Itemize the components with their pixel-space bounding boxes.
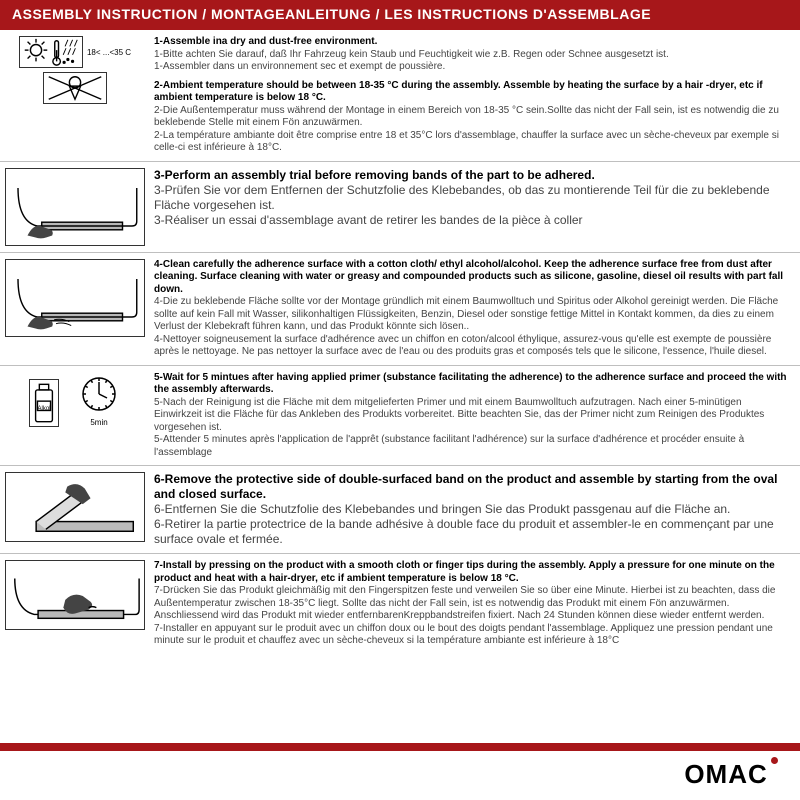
step-heading: 3-Perform an assembly trial before remov… — [154, 168, 790, 183]
bottle-inner-label: Alkol — [30, 406, 58, 412]
step-line: 7-Drücken Sie das Produkt gleichmäßig mi… — [154, 585, 790, 623]
instruction-row: 4-Clean carefully the adherence surface … — [0, 253, 800, 366]
step-heading: 6-Remove the protective side of double-s… — [154, 472, 790, 502]
step-heading: 5-Wait for 5 mintues after having applie… — [154, 372, 790, 397]
instruction-text: 1-Assemble ina dry and dust-free environ… — [150, 30, 800, 161]
sun-thermometer-rain-icon — [19, 36, 83, 68]
illustration-column: Alkol 5min — [0, 366, 150, 466]
step-heading: 2-Ambient temperature should be between … — [154, 80, 790, 105]
clock-label: 5min — [90, 418, 107, 427]
instruction-row: 6-Remove the protective side of double-s… — [0, 466, 800, 554]
step-line: 1-Bitte achten Sie darauf, daß Ihr Fahrz… — [154, 49, 790, 62]
step-block: 7-Install by pressing on the product wit… — [154, 560, 790, 648]
step-line: 4-Die zu beklebende Fläche sollte vor de… — [154, 296, 790, 334]
instruction-rows: 18< ...<35 C 1-Assemble ina dry and dust-… — [0, 30, 800, 654]
step-line: 1-Assembler dans un environnement sec et… — [154, 61, 790, 74]
instruction-text: 3-Perform an assembly trial before remov… — [150, 162, 800, 252]
step-line: 5-Attender 5 minutes après l'application… — [154, 434, 790, 459]
instruction-text: 7-Install by pressing on the product wit… — [150, 554, 800, 654]
instruction-row: 7-Install by pressing on the product wit… — [0, 554, 800, 654]
illustration-column — [0, 162, 150, 252]
peel-tape-icon — [5, 472, 145, 542]
step-heading: 4-Clean carefully the adherence surface … — [154, 259, 790, 297]
press-install-icon — [5, 560, 145, 630]
illustration-column — [0, 253, 150, 365]
illustration-column — [0, 554, 150, 654]
step-block: 1-Assemble ina dry and dust-free environ… — [154, 36, 790, 74]
brand-text: OMAC — [684, 759, 767, 789]
step-block: 6-Remove the protective side of double-s… — [154, 472, 790, 547]
clean-surface-icon — [5, 259, 145, 337]
footer: OMAC — [0, 743, 800, 800]
header-bar: ASSEMBLY INSTRUCTION / MONTAGEANLEITUNG … — [0, 0, 800, 30]
temp-range-label: 18< ...<35 C — [87, 48, 131, 57]
trial-fit-icon — [5, 168, 145, 246]
step-block: 5-Wait for 5 mintues after having applie… — [154, 372, 790, 460]
step-line: 3-Prüfen Sie vor dem Entfernen der Schut… — [154, 183, 790, 213]
instruction-text: 5-Wait for 5 mintues after having applie… — [150, 366, 800, 466]
step-block: 2-Ambient temperature should be between … — [154, 80, 790, 155]
step-line: 2-Die Außentemperatur muss während der M… — [154, 105, 790, 130]
wait-clock-icon — [77, 372, 121, 416]
step-heading: 1-Assemble ina dry and dust-free environ… — [154, 36, 790, 49]
instruction-row: 18< ...<35 C 1-Assemble ina dry and dust-… — [0, 30, 800, 162]
step-line: 7-Installer en appuyant sur le produit a… — [154, 623, 790, 648]
instruction-row: Alkol 5min 5-Wait for 5 mintues after havi… — [0, 366, 800, 467]
step-heading: 7-Install by pressing on the product wit… — [154, 560, 790, 585]
instruction-row: 3-Perform an assembly trial before remov… — [0, 162, 800, 253]
brand-logo: OMAC — [684, 759, 776, 790]
step-line: 4-Nettoyer soigneusement la surface d'ad… — [154, 334, 790, 359]
step-block: 4-Clean carefully the adherence surface … — [154, 259, 790, 359]
step-line: 3-Réaliser un essai d'assemblage avant d… — [154, 213, 790, 228]
brand-dot-icon — [771, 757, 778, 764]
step-block: 3-Perform an assembly trial before remov… — [154, 168, 790, 228]
no-icecream-icon — [43, 72, 107, 104]
header-title: ASSEMBLY INSTRUCTION / MONTAGEANLEITUNG … — [12, 6, 651, 22]
illustration-column: 18< ...<35 C — [0, 30, 150, 161]
instruction-text: 6-Remove the protective side of double-s… — [150, 466, 800, 553]
step-line: 5-Nach der Reinigung ist die Fläche mit … — [154, 397, 790, 435]
instruction-text: 4-Clean carefully the adherence surface … — [150, 253, 800, 365]
step-line: 6-Entfernen Sie die Schutzfolie des Kleb… — [154, 502, 790, 517]
step-line: 2-La température ambiante doit être comp… — [154, 130, 790, 155]
primer-bottle-icon: Alkol — [29, 379, 59, 427]
step-line: 6-Retirer la partie protectrice de la ba… — [154, 517, 790, 547]
illustration-column — [0, 466, 150, 553]
